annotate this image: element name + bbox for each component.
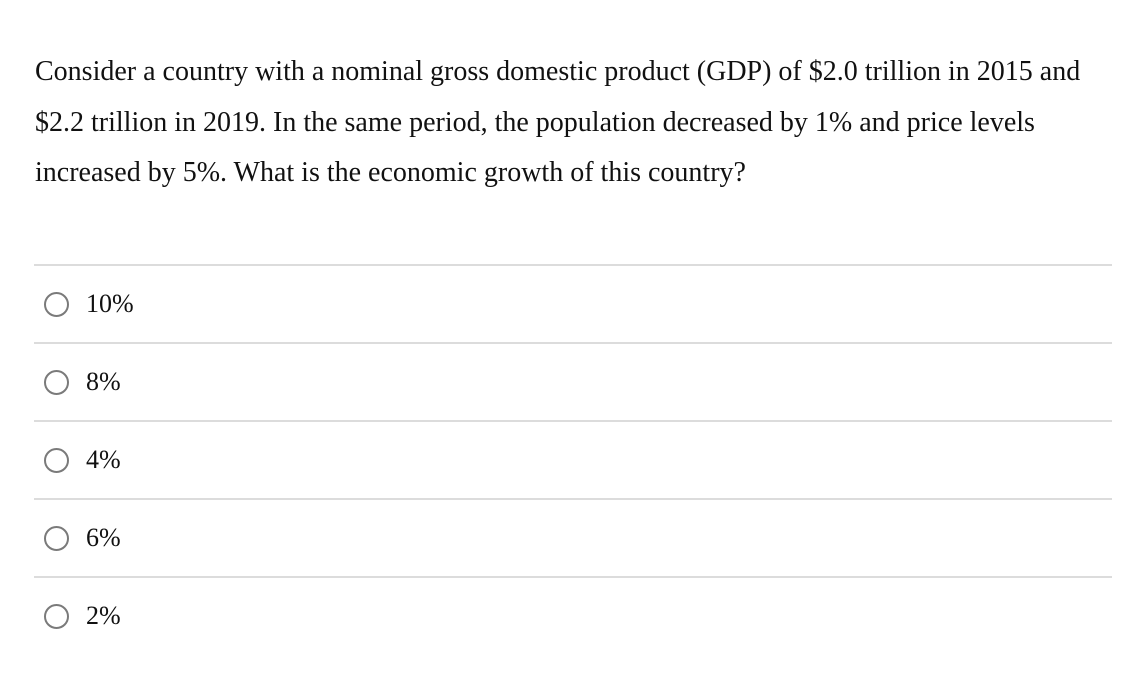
answer-options: 10% 8% 4% 6% 2% xyxy=(34,264,1112,654)
option-4-percent[interactable]: 4% xyxy=(34,420,1112,498)
option-2-percent[interactable]: 2% xyxy=(34,576,1112,654)
option-label: 8% xyxy=(86,367,121,396)
radio-button-icon[interactable] xyxy=(44,369,69,395)
option-label: 4% xyxy=(86,445,121,474)
question-text: Consider a country with a nominal gross … xyxy=(35,56,1081,188)
option-label: 2% xyxy=(86,601,121,630)
option-6-percent[interactable]: 6% xyxy=(34,498,1112,576)
radio-button-icon[interactable] xyxy=(44,447,69,473)
radio-button-icon[interactable] xyxy=(44,603,69,629)
option-10-percent[interactable]: 10% xyxy=(34,264,1112,342)
radio-button-icon[interactable] xyxy=(44,525,69,551)
option-label: 10% xyxy=(86,289,134,318)
option-8-percent[interactable]: 8% xyxy=(34,342,1112,420)
radio-button-icon[interactable] xyxy=(44,291,69,317)
option-label: 6% xyxy=(86,523,121,552)
